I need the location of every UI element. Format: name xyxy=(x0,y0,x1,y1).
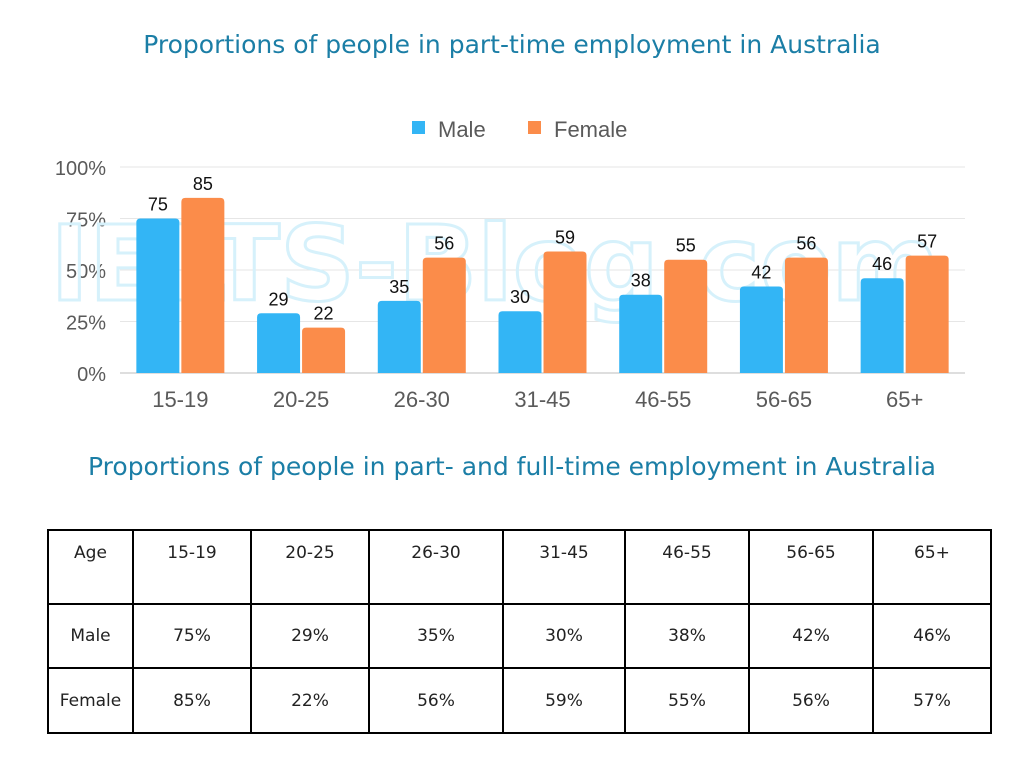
table-cell: 42% xyxy=(748,603,874,669)
y-tick-label: 25% xyxy=(66,313,106,335)
x-tick-label: 20-25 xyxy=(273,387,329,412)
table-row-label: Female xyxy=(47,667,134,734)
bar xyxy=(739,286,783,373)
table-cell: 56% xyxy=(368,667,504,734)
table-cell: 56% xyxy=(748,667,874,734)
x-tick-label: 56-65 xyxy=(756,387,812,412)
table-header-cell: 15-19 xyxy=(132,529,252,605)
table-cell: 38% xyxy=(624,603,750,669)
chart-title: Proportions of people in part-time emplo… xyxy=(143,30,881,59)
bar xyxy=(136,218,180,373)
y-tick-label: 0% xyxy=(77,364,106,386)
data-label: 29 xyxy=(269,289,289,309)
table-header-age: Age xyxy=(47,529,134,605)
table-header-cell: 56-65 xyxy=(748,529,874,605)
data-label: 56 xyxy=(434,234,454,254)
table-cell: 29% xyxy=(250,603,370,669)
data-label: 57 xyxy=(917,232,937,252)
legend-swatch xyxy=(528,121,541,134)
employment-table: Age 15-19 20-25 26-30 31-45 46-55 56-65 … xyxy=(47,529,992,734)
bar xyxy=(498,311,542,373)
data-label: 22 xyxy=(314,304,334,324)
data-label: 59 xyxy=(555,227,575,247)
x-tick-label: 65+ xyxy=(886,387,923,412)
bar xyxy=(422,257,466,373)
legend-swatch xyxy=(412,121,425,134)
data-label: 38 xyxy=(631,271,651,291)
bar xyxy=(619,294,663,373)
table-row-label: Male xyxy=(47,603,134,669)
bar xyxy=(543,251,587,373)
data-label: 35 xyxy=(389,277,409,297)
data-label: 46 xyxy=(872,254,892,274)
table-header-cell: 31-45 xyxy=(502,529,626,605)
table-header-row: Age 15-19 20-25 26-30 31-45 46-55 56-65 … xyxy=(47,529,992,605)
y-tick-label: 100% xyxy=(55,158,106,180)
data-label: 42 xyxy=(751,262,771,282)
table-cell: 59% xyxy=(502,667,626,734)
y-tick-label: 50% xyxy=(66,261,106,283)
data-label: 30 xyxy=(510,287,530,307)
table-header-cell: 46-55 xyxy=(624,529,750,605)
table-row-male: Male 75% 29% 35% 30% 38% 42% 46% xyxy=(47,603,992,669)
table-header-cell: 65+ xyxy=(872,529,992,605)
bar xyxy=(664,259,708,373)
bar xyxy=(905,255,949,373)
table-cell: 55% xyxy=(624,667,750,734)
table-cell: 57% xyxy=(872,667,992,734)
bar xyxy=(377,300,421,373)
data-label: 85 xyxy=(193,174,213,194)
table-cell: 22% xyxy=(250,667,370,734)
x-tick-label: 46-55 xyxy=(635,387,691,412)
table-cell: 75% xyxy=(132,603,252,669)
table-cell: 35% xyxy=(368,603,504,669)
legend-label: Female xyxy=(554,117,627,142)
table-title: Proportions of people in part- and full-… xyxy=(88,452,936,481)
y-tick-label: 75% xyxy=(66,210,106,232)
bar xyxy=(257,313,301,373)
bar xyxy=(784,257,828,373)
table-cell: 30% xyxy=(502,603,626,669)
table-header-cell: 20-25 xyxy=(250,529,370,605)
table-cell: 46% xyxy=(872,603,992,669)
table-cell: 85% xyxy=(132,667,252,734)
table-header-cell: 26-30 xyxy=(368,529,504,605)
x-tick-label: 15-19 xyxy=(152,387,208,412)
legend-label: Male xyxy=(438,117,486,142)
bar xyxy=(181,197,225,373)
data-label: 55 xyxy=(676,236,696,256)
data-label: 75 xyxy=(148,195,168,215)
table-row-female: Female 85% 22% 56% 59% 55% 56% 57% xyxy=(47,667,992,734)
x-tick-label: 26-30 xyxy=(394,387,450,412)
data-label: 56 xyxy=(796,234,816,254)
bar xyxy=(860,278,904,373)
bar xyxy=(302,327,346,373)
x-tick-label: 31-45 xyxy=(514,387,570,412)
